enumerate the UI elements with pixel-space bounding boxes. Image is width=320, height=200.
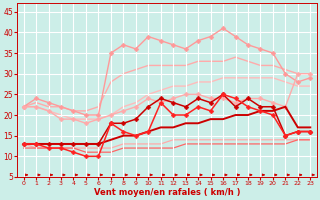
- X-axis label: Vent moyen/en rafales ( km/h ): Vent moyen/en rafales ( km/h ): [94, 188, 240, 197]
